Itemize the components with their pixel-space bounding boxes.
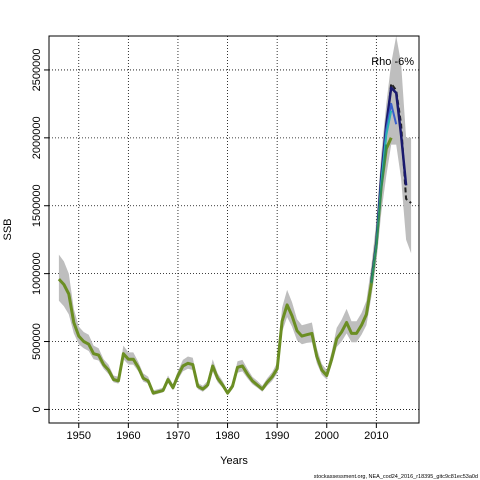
x-tick-label-0: 1950 xyxy=(67,430,91,442)
x-tick-label-6: 2010 xyxy=(364,430,388,442)
y-tick-label-1: 500000 xyxy=(31,323,43,360)
series-lines xyxy=(57,82,412,395)
rho-annotation: Rho -6% xyxy=(371,56,414,68)
plot-frame xyxy=(48,35,420,424)
x-tick-label-1: 1960 xyxy=(116,430,140,442)
series-line-0 xyxy=(57,137,393,395)
credit-text: stockassessment.org, NEA_cod24_2016_r183… xyxy=(314,474,478,480)
y-tick-label-2: 1000000 xyxy=(31,252,43,295)
series-line-5 xyxy=(370,144,388,284)
y-axis: 0 500000 1000000 1500000 2000000 2500000 xyxy=(31,49,49,412)
x-tick-label-5: 2000 xyxy=(315,430,339,442)
confidence-band-area xyxy=(58,36,412,396)
confidence-band xyxy=(58,36,412,396)
y-tick-label-5: 2500000 xyxy=(31,49,43,92)
x-axis-label: Years xyxy=(220,455,248,467)
x-axis: 1950 1960 1970 1980 1990 2000 2010 xyxy=(67,423,389,442)
y-tick-label-3: 1500000 xyxy=(31,184,43,227)
y-tick-label-0: 0 xyxy=(31,406,43,412)
y-tick-label-4: 2000000 xyxy=(31,116,43,159)
y-axis-label: SSB xyxy=(2,218,14,240)
x-tick-label-4: 1990 xyxy=(265,430,289,442)
x-tick-label-3: 1980 xyxy=(215,430,239,442)
x-tick-label-2: 1970 xyxy=(166,430,190,442)
